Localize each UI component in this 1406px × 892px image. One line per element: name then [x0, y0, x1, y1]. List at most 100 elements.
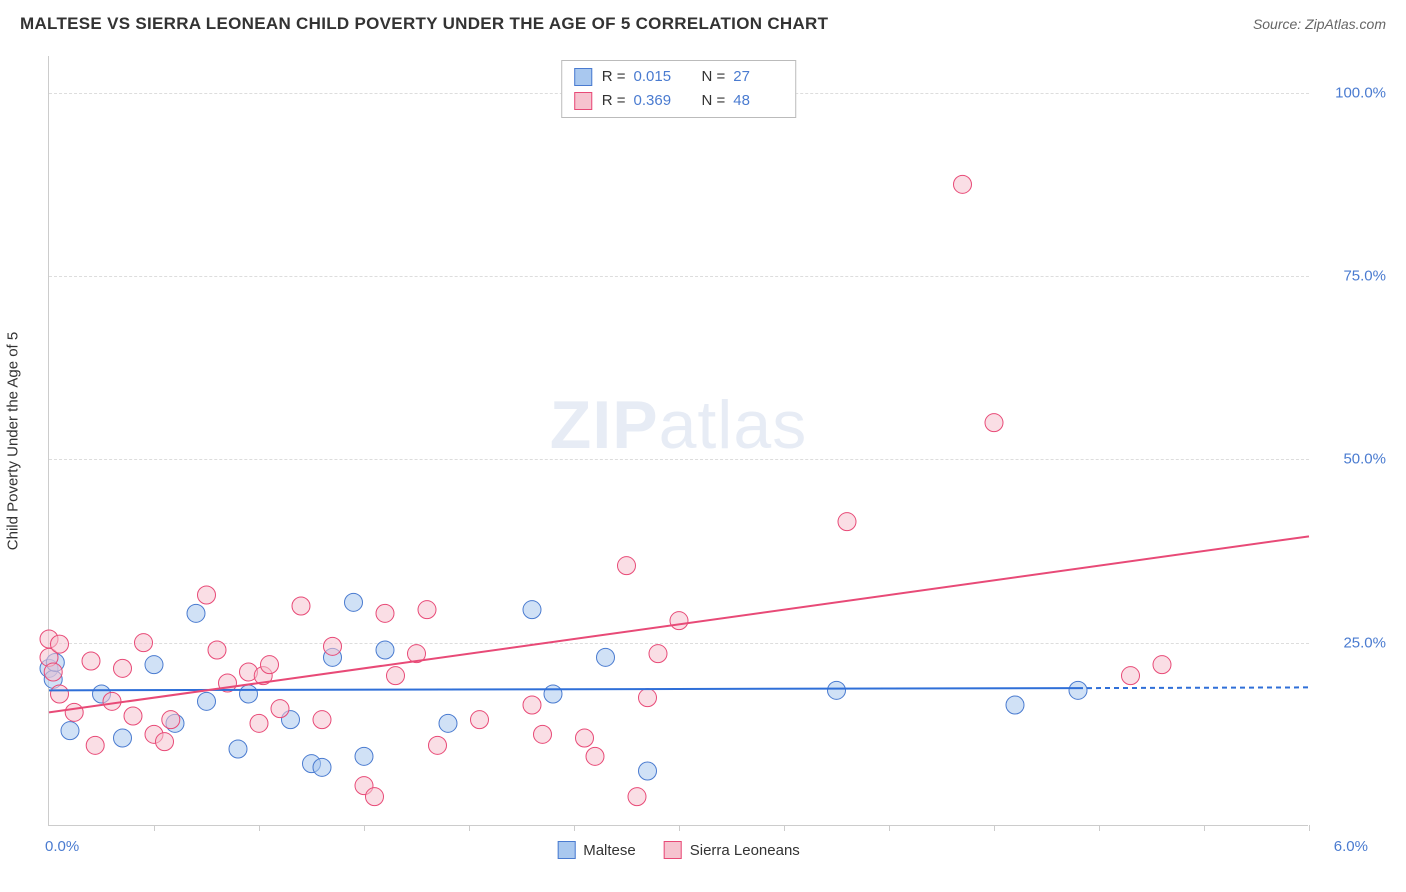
scatter-point	[240, 685, 258, 703]
chart-title: MALTESE VS SIERRA LEONEAN CHILD POVERTY …	[20, 14, 828, 34]
series-legend-label: Sierra Leoneans	[690, 842, 800, 859]
series-legend-item: Sierra Leoneans	[664, 841, 800, 859]
scatter-point	[649, 645, 667, 663]
scatter-point	[271, 700, 289, 718]
scatter-point	[586, 747, 604, 765]
scatter-point	[250, 714, 268, 732]
scatter-point	[597, 648, 615, 666]
trend-line-extension	[1078, 687, 1309, 688]
y-axis-title: Child Poverty Under the Age of 5	[5, 331, 22, 549]
source-attribution: Source: ZipAtlas.com	[1253, 16, 1386, 32]
series-legend-label: Maltese	[583, 842, 636, 859]
series-legend: Maltese Sierra Leoneans	[557, 841, 800, 859]
scatter-point	[135, 634, 153, 652]
y-tick-label: 25.0%	[1314, 634, 1386, 651]
y-tick-label: 75.0%	[1314, 268, 1386, 285]
scatter-point	[229, 740, 247, 758]
x-tick	[1204, 825, 1205, 831]
scatter-point	[198, 692, 216, 710]
scatter-point	[156, 733, 174, 751]
scatter-point	[387, 667, 405, 685]
scatter-point	[418, 601, 436, 619]
correlation-legend: R =0.015N =27R =0.369N =48	[561, 60, 797, 118]
chart-header: MALTESE VS SIERRA LEONEAN CHILD POVERTY …	[0, 0, 1406, 44]
legend-n-value: 48	[733, 89, 783, 113]
scatter-plot-svg	[49, 56, 1309, 826]
legend-n-label: N =	[702, 65, 726, 89]
scatter-point	[292, 597, 310, 615]
scatter-point	[985, 414, 1003, 432]
scatter-point	[523, 601, 541, 619]
legend-r-value: 0.369	[634, 89, 684, 113]
scatter-point	[61, 722, 79, 740]
scatter-point	[1006, 696, 1024, 714]
scatter-point	[198, 586, 216, 604]
legend-swatch	[574, 68, 592, 86]
scatter-point	[145, 656, 163, 674]
scatter-point	[51, 685, 69, 703]
x-tick	[994, 825, 995, 831]
scatter-point	[376, 641, 394, 659]
legend-swatch	[664, 841, 682, 859]
x-tick	[679, 825, 680, 831]
scatter-point	[208, 641, 226, 659]
scatter-point	[954, 175, 972, 193]
trend-line	[49, 536, 1309, 712]
scatter-point	[376, 604, 394, 622]
legend-r-label: R =	[602, 65, 626, 89]
correlation-legend-row: R =0.015N =27	[574, 65, 784, 89]
scatter-point	[124, 707, 142, 725]
scatter-point	[187, 604, 205, 622]
scatter-point	[429, 736, 447, 754]
scatter-point	[261, 656, 279, 674]
scatter-point	[313, 711, 331, 729]
scatter-point	[82, 652, 100, 670]
x-tick	[574, 825, 575, 831]
scatter-point	[523, 696, 541, 714]
scatter-point	[86, 736, 104, 754]
legend-swatch	[557, 841, 575, 859]
y-tick-label: 50.0%	[1314, 451, 1386, 468]
x-tick	[364, 825, 365, 831]
scatter-point	[114, 659, 132, 677]
x-axis-min-label: 0.0%	[45, 838, 79, 855]
scatter-point	[670, 612, 688, 630]
x-tick	[1099, 825, 1100, 831]
scatter-point	[65, 703, 83, 721]
x-tick	[784, 825, 785, 831]
scatter-point	[51, 635, 69, 653]
scatter-point	[44, 663, 62, 681]
scatter-point	[313, 758, 331, 776]
scatter-point	[1153, 656, 1171, 674]
x-tick	[469, 825, 470, 831]
legend-r-value: 0.015	[634, 65, 684, 89]
scatter-point	[838, 513, 856, 531]
plot-wrapper: Child Poverty Under the Age of 5 ZIPatla…	[48, 56, 1388, 826]
scatter-point	[544, 685, 562, 703]
legend-swatch	[574, 92, 592, 110]
scatter-point	[345, 593, 363, 611]
legend-r-label: R =	[602, 89, 626, 113]
scatter-point	[324, 637, 342, 655]
x-tick	[259, 825, 260, 831]
scatter-point	[366, 788, 384, 806]
x-tick	[154, 825, 155, 831]
x-tick	[1309, 825, 1310, 831]
scatter-point	[628, 788, 646, 806]
scatter-point	[1069, 681, 1087, 699]
scatter-point	[114, 729, 132, 747]
x-tick	[889, 825, 890, 831]
scatter-point	[162, 711, 180, 729]
y-tick-label: 100.0%	[1314, 84, 1386, 101]
scatter-point	[355, 747, 373, 765]
scatter-point	[576, 729, 594, 747]
scatter-point	[103, 692, 121, 710]
scatter-point	[1122, 667, 1140, 685]
x-axis-max-label: 6.0%	[1334, 838, 1368, 855]
scatter-point	[439, 714, 457, 732]
correlation-legend-row: R = 0.369 N = 48	[574, 89, 784, 113]
legend-n-label: N =	[702, 89, 726, 113]
scatter-point	[828, 681, 846, 699]
plot-area: Child Poverty Under the Age of 5 ZIPatla…	[48, 56, 1308, 826]
series-legend-item: Maltese	[557, 841, 636, 859]
